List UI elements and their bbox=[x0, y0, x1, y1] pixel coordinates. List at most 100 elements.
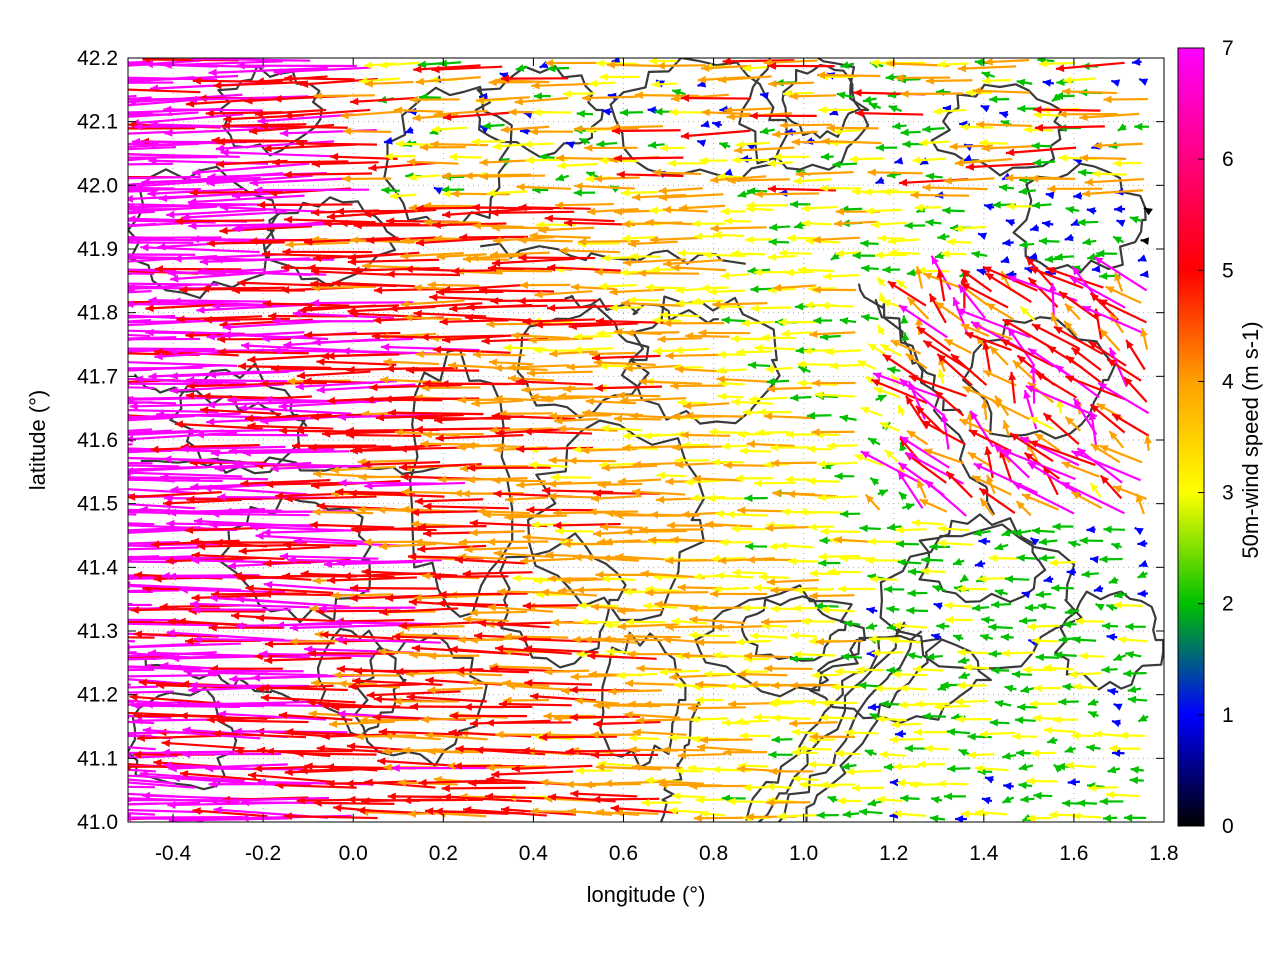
wind-arrow-head bbox=[43, 322, 51, 330]
wind-arrow-head bbox=[1105, 286, 1115, 294]
wind-arrow bbox=[128, 347, 216, 351]
wind-arrow-head bbox=[1048, 282, 1057, 292]
wind-arrow bbox=[562, 89, 595, 98]
wind-arrow bbox=[406, 366, 480, 375]
wind-arrow-head bbox=[937, 353, 947, 363]
wind-arrow-shaft bbox=[311, 161, 379, 166]
wind-arrow-shaft bbox=[316, 360, 397, 366]
wind-arrow-shaft bbox=[176, 315, 263, 321]
wind-arrow-head bbox=[453, 489, 462, 498]
wind-arrow-head bbox=[905, 503, 915, 511]
wind-arrow-head bbox=[900, 128, 909, 137]
wind-arrow-head bbox=[500, 125, 510, 134]
wind-arrow-shaft bbox=[186, 378, 307, 383]
wind-arrow bbox=[707, 494, 744, 503]
wind-arrow-head bbox=[799, 508, 808, 516]
wind-arrow bbox=[128, 544, 129, 547]
wind-arrow-shaft bbox=[680, 129, 751, 138]
wind-arrow bbox=[1123, 376, 1148, 403]
wind-arrow bbox=[789, 200, 811, 209]
wind-arrow bbox=[128, 205, 217, 213]
wind-arrow bbox=[900, 128, 921, 137]
wind-arrow-head bbox=[316, 357, 325, 366]
wind-arrow bbox=[962, 385, 996, 403]
wind-arrow-shaft bbox=[162, 498, 242, 505]
wind-arrow bbox=[712, 585, 749, 594]
wind-arrow-head bbox=[326, 352, 335, 360]
wind-arrow-head bbox=[601, 554, 610, 563]
wind-arrow bbox=[984, 58, 1030, 66]
wind-arrow-head bbox=[882, 299, 891, 307]
wind-arrow-shaft bbox=[1084, 178, 1145, 184]
wind-arrow-head bbox=[878, 292, 886, 302]
wind-arrow-head bbox=[395, 139, 404, 148]
wind-arrow-head bbox=[128, 235, 134, 244]
wind-arrow-head bbox=[795, 346, 805, 355]
wind-arrow-shaft bbox=[922, 186, 988, 191]
wind-arrow-shaft bbox=[206, 241, 285, 245]
wind-arrow-head bbox=[57, 350, 65, 358]
wind-arrow bbox=[389, 302, 483, 313]
wind-arrow-head bbox=[602, 107, 611, 116]
wind-arrow-head bbox=[35, 163, 43, 171]
wind-arrow-head bbox=[439, 317, 448, 326]
wind-arrow-head bbox=[216, 335, 226, 344]
wind-arrow bbox=[259, 122, 348, 131]
wind-arrow-shaft bbox=[128, 282, 219, 286]
wind-arrow-head bbox=[507, 374, 517, 383]
wind-arrow bbox=[450, 189, 510, 198]
wind-arrow-head bbox=[906, 268, 916, 277]
wind-arrow bbox=[218, 268, 327, 277]
wind-arrow-head bbox=[206, 239, 215, 248]
wind-arrow-head bbox=[154, 265, 164, 273]
wind-arrow-shaft bbox=[128, 522, 155, 526]
wind-arrow-shaft bbox=[406, 160, 459, 165]
wind-arrow-head bbox=[730, 334, 739, 343]
wind-arrow bbox=[920, 567, 946, 576]
wind-arrow-head bbox=[516, 183, 525, 191]
wind-arrow bbox=[206, 400, 327, 409]
wind-arrow-head bbox=[148, 156, 157, 165]
wind-arrow bbox=[240, 341, 354, 352]
wind-arrow-shaft bbox=[595, 319, 664, 324]
wind-arrow-head bbox=[819, 536, 828, 545]
wind-arrow-head bbox=[700, 64, 710, 72]
contour-line bbox=[659, 701, 701, 822]
wind-arrow bbox=[342, 127, 392, 136]
wind-arrow bbox=[737, 190, 753, 198]
wind-arrow-head bbox=[523, 140, 533, 149]
wind-arrow bbox=[873, 386, 901, 399]
wind-arrow bbox=[1129, 215, 1143, 224]
wind-arrow-head bbox=[310, 412, 319, 421]
wind-arrow-head bbox=[479, 158, 488, 167]
wind-arrow-head bbox=[772, 130, 781, 139]
wind-arrow-head bbox=[192, 168, 201, 177]
wind-arrow bbox=[877, 234, 905, 243]
wind-arrow bbox=[981, 144, 1036, 153]
wind-arrow bbox=[609, 288, 665, 296]
wind-arrow bbox=[585, 126, 615, 134]
wind-arrow-head bbox=[307, 263, 316, 272]
wind-arrow-head bbox=[488, 358, 498, 367]
wind-arrow-shaft bbox=[303, 304, 400, 310]
wind-arrow bbox=[719, 538, 752, 547]
wind-arrow-head bbox=[812, 379, 821, 387]
wind-arrow-shaft bbox=[1029, 266, 1084, 289]
wind-arrow bbox=[632, 193, 686, 202]
wind-arrow bbox=[329, 152, 398, 161]
wind-arrow-head bbox=[936, 88, 945, 97]
wind-arrow bbox=[584, 144, 638, 152]
wind-arrow bbox=[860, 406, 883, 417]
wind-arrow-head bbox=[645, 218, 654, 227]
wind-arrow-shaft bbox=[311, 285, 377, 289]
wind-arrow-head bbox=[1143, 207, 1153, 216]
wind-arrow-head bbox=[173, 254, 182, 263]
wind-arrow bbox=[271, 158, 349, 167]
wind-arrow-head bbox=[471, 203, 480, 212]
wind-arrow-shaft bbox=[128, 189, 158, 193]
wind-arrow-shaft bbox=[128, 130, 174, 135]
wind-arrow bbox=[571, 283, 616, 292]
wind-arrow-head bbox=[875, 176, 885, 184]
wind-arrow bbox=[466, 303, 548, 312]
wind-arrow bbox=[749, 111, 817, 120]
